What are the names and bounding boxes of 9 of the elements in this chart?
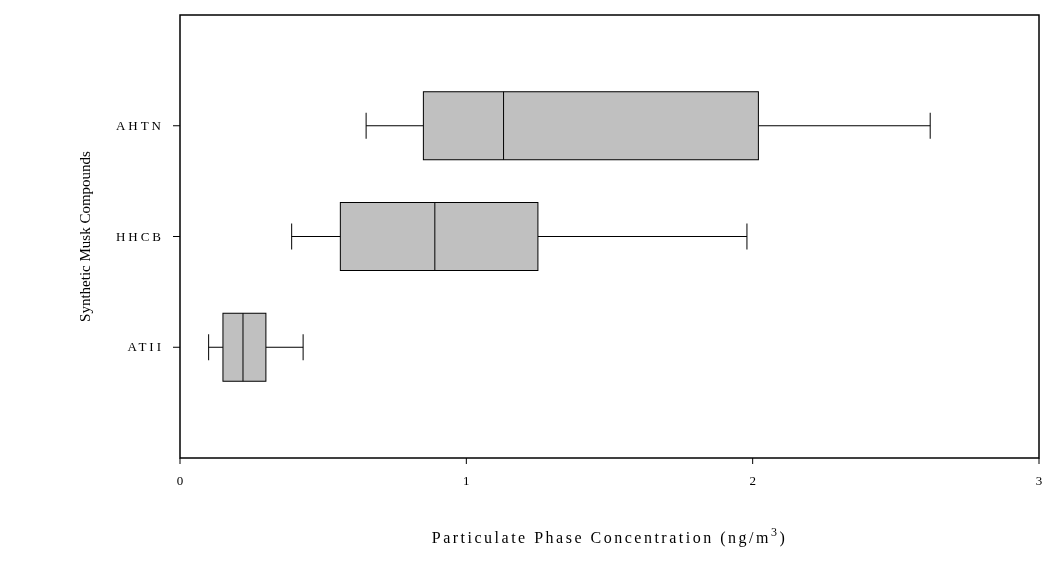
x-tick-label: 2	[749, 473, 756, 488]
x-tick-label: 0	[176, 473, 184, 488]
x-tick-label: 1	[463, 473, 470, 488]
y-tick-label: HHCB	[115, 228, 164, 244]
x-tick-label: 3	[1035, 473, 1043, 488]
y-axis-title: Synthetic Musk Compounds	[77, 150, 93, 322]
y-tick-label: ATII	[127, 339, 164, 355]
y-tick-label: AHTN	[115, 117, 164, 133]
x-axis-title: Particulate Phase Concentration (ng/m$^{3}$)	[431, 525, 788, 547]
